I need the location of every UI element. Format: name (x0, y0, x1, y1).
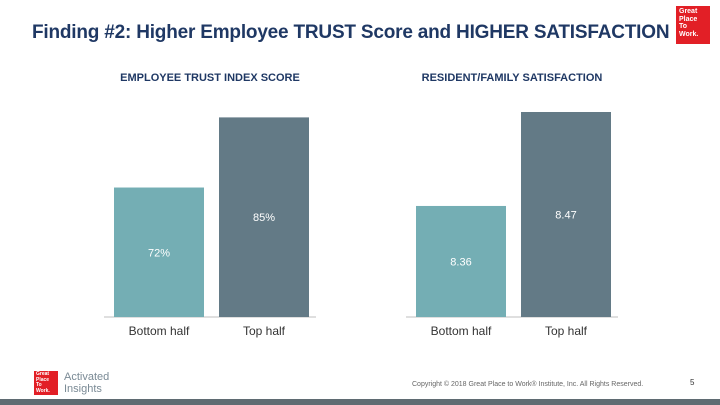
bar-top-half (219, 117, 309, 317)
bar-data-label: 8.47 (555, 210, 576, 222)
bar-data-label: 72% (148, 247, 170, 259)
bottom-strip (0, 399, 720, 405)
activated-insights-logo: Activated Insights (64, 371, 110, 395)
bar-data-label: 85% (253, 212, 275, 224)
bar-top-half (521, 112, 611, 317)
category-label: Bottom half (431, 324, 492, 338)
page-number: 5 (690, 378, 695, 387)
category-label: Top half (243, 324, 286, 338)
bar-bottom-half (114, 187, 204, 317)
category-label: Top half (545, 324, 588, 338)
bar-bottom-half (416, 205, 506, 317)
footer-gptw-logo: Great Place To Work. (34, 371, 58, 395)
slide-title: Finding #2: Higher Employee TRUST Score … (32, 22, 670, 43)
category-label: Bottom half (129, 324, 190, 338)
bar-data-label: 8.36 (450, 256, 471, 268)
trust-index-chart: 72% Bottom half 85% Top half (104, 117, 316, 338)
gptw-logo: Great Place To Work. (676, 6, 710, 44)
satisfaction-chart: 8.36 Bottom half 8.47 Top half (406, 112, 618, 338)
chart-title-trust: EMPLOYEE TRUST INDEX SCORE (120, 72, 300, 84)
chart-title-satisfaction: RESIDENT/FAMILY SATISFACTION (421, 72, 603, 84)
copyright-text: Copyright © 2018 Great Place to Work® In… (412, 381, 644, 388)
